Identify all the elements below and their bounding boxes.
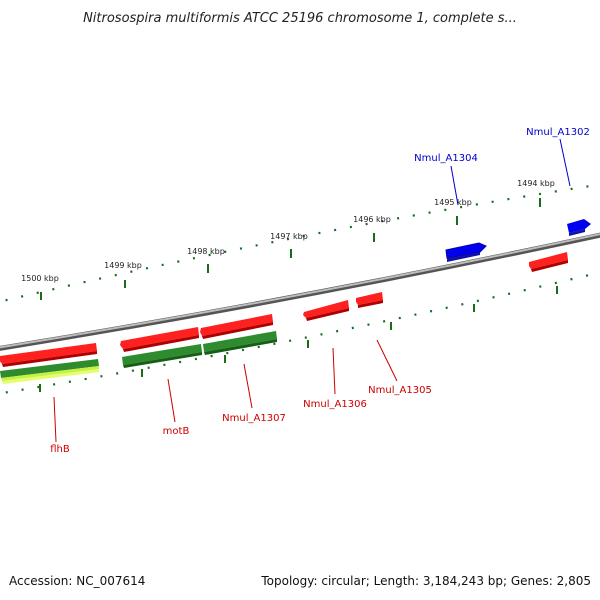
ruler-label-1498: 1498 kbp	[187, 247, 225, 256]
gene-label-nmul-a1304[interactable]: Nmul_A1304	[414, 153, 478, 164]
topology-text: Topology: circular; Length: 3,184,243 bp…	[261, 574, 591, 588]
ruler-label-1499: 1499 kbp	[104, 261, 142, 270]
gene-feature-red-right[interactable]	[529, 252, 568, 272]
gene-feature-mot-red[interactable]	[120, 327, 199, 352]
gene-label-nmul-a1305[interactable]: Nmul_A1305	[368, 385, 432, 396]
ruler-label-1494: 1494 kbp	[517, 179, 555, 188]
ruler-label-1495: 1495 kbp	[434, 198, 472, 207]
genome-backbone	[0, 232, 600, 351]
gene-feature-flh-red[interactable]	[0, 343, 97, 367]
gene-feature-nmul-a1307-red[interactable]	[200, 314, 273, 339]
ruler-label-1500: 1500 kbp	[21, 274, 59, 283]
gene-feature-nmul-a1305[interactable]	[356, 292, 383, 308]
gene-label-nmul-a1306[interactable]: Nmul_A1306	[303, 399, 367, 410]
gene-label-nmul-a1302[interactable]: Nmul_A1302	[526, 127, 590, 138]
ruler-label-1497: 1497 kbp	[270, 232, 308, 241]
gene-label-motb[interactable]: motB	[163, 426, 190, 437]
outer-tick-ruler	[0, 183, 600, 303]
gene-label-nmul-a1307[interactable]: Nmul_A1307	[222, 413, 286, 424]
gene-feature-nmul-a1306[interactable]	[303, 300, 349, 321]
gene-feature-nmul-a1304[interactable]	[445, 242, 487, 262]
rna-feature-motb[interactable]	[122, 344, 202, 368]
gene-label-flhb[interactable]: flhB	[50, 444, 70, 455]
ruler-label-1496: 1496 kbp	[353, 215, 391, 224]
rna-feature-flhb[interactable]	[0, 359, 99, 384]
map-title: Nitrosospira multiformis ATCC 25196 chro…	[83, 11, 517, 26]
accession-text: Accession: NC_007614	[9, 574, 146, 588]
leader-lines	[53, 138, 571, 443]
gene-feature-nmul-a1302[interactable]	[567, 219, 591, 236]
inner-tick-ruler	[0, 271, 600, 395]
rna-feature-nmul-a1307[interactable]	[203, 331, 277, 355]
